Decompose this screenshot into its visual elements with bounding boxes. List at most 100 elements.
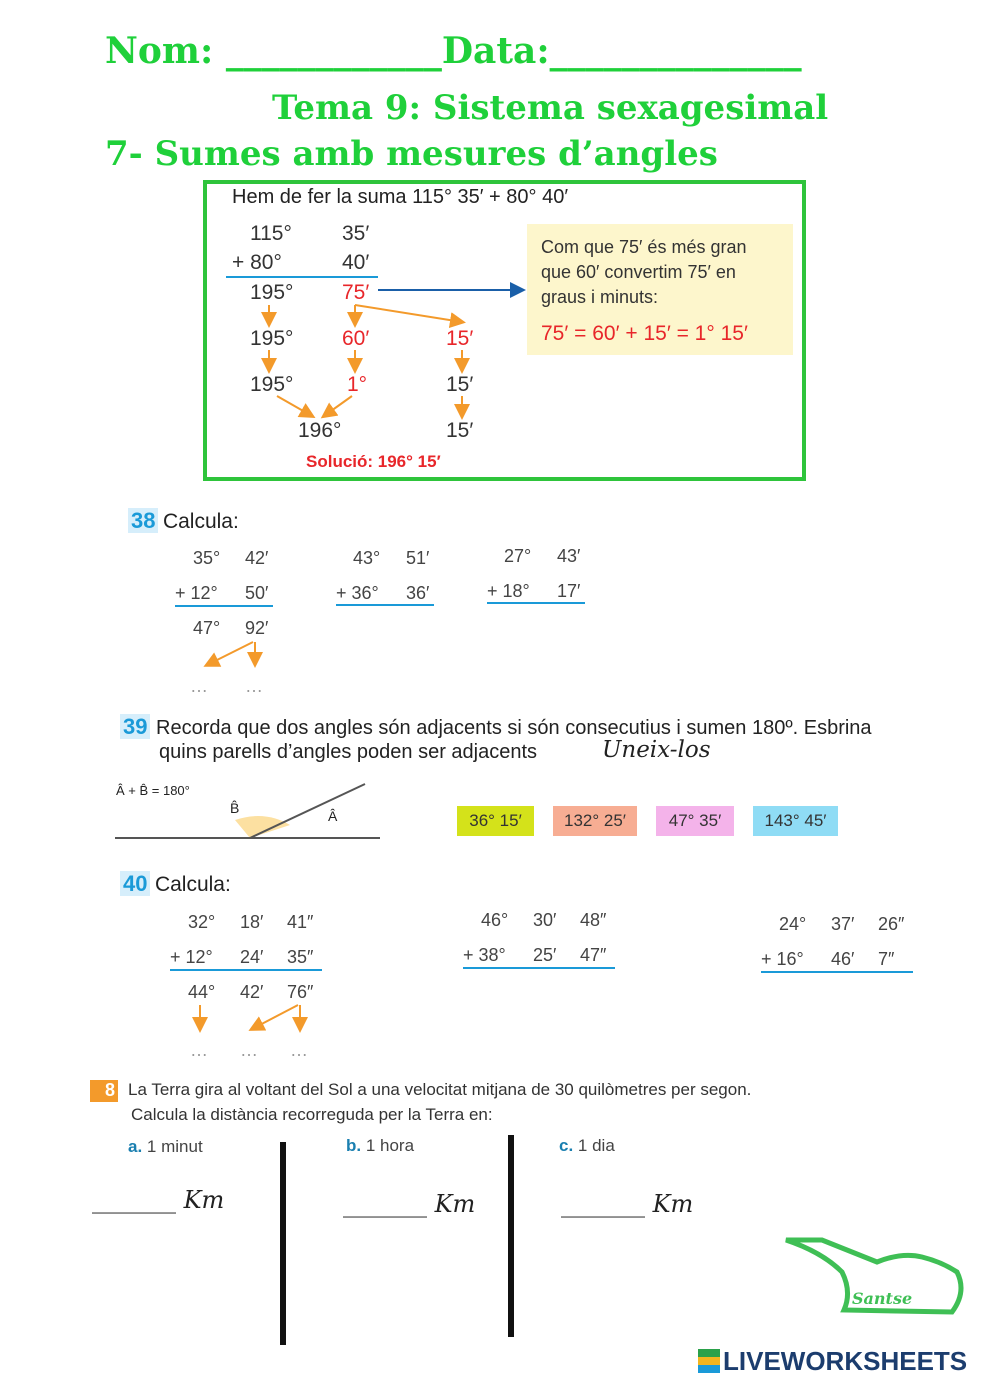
part-label: a. 1 minut — [128, 1137, 203, 1156]
answer-field[interactable]: _______ Km — [343, 1190, 476, 1218]
sum-line — [226, 276, 378, 278]
val: + 18° — [487, 581, 530, 601]
val: 25′ — [533, 945, 557, 965]
angle-chip[interactable]: 36° 15′ — [457, 806, 534, 836]
val: 15′ — [446, 419, 474, 442]
angle-chip[interactable]: 132° 25′ — [553, 806, 637, 836]
part-label: b. 1 hora — [346, 1136, 415, 1155]
blank[interactable]: … — [190, 676, 208, 696]
val: + 12° — [170, 947, 213, 967]
blank[interactable]: … — [240, 1040, 258, 1060]
val: 42′ — [245, 548, 269, 568]
val: 92′ — [245, 618, 269, 638]
note-box — [527, 224, 793, 355]
val: 26″ — [878, 914, 905, 934]
val: 50′ — [245, 583, 269, 603]
val: 60′ — [342, 327, 370, 350]
val: 195° — [250, 373, 294, 396]
angle-chip[interactable]: 143° 45′ — [753, 806, 838, 836]
exercise-number: 8 — [90, 1080, 118, 1102]
val: 43° — [353, 548, 381, 568]
diagram-formula: Â + B̂ = 180° — [116, 783, 190, 798]
instructions: quins parells d’angles poden ser adjacen… — [159, 741, 538, 763]
label-a: Â — [328, 808, 338, 824]
name-date-line: Nom: ____________Data:______________ — [105, 30, 802, 72]
val: 7″ — [878, 949, 895, 969]
val: + 80° — [232, 251, 282, 274]
divider — [280, 1142, 286, 1345]
arrows — [192, 1004, 308, 1033]
exercise-number: 38 — [128, 508, 159, 533]
val: 51′ — [406, 548, 430, 568]
sum-line — [463, 967, 615, 969]
val: 44° — [188, 982, 216, 1002]
exercise-number: 39 — [120, 714, 151, 739]
val: 41″ — [287, 912, 314, 932]
val: 18′ — [240, 912, 264, 932]
conversion-formula: 75′ = 60′ + 15′ = 1° 15′ — [541, 322, 748, 345]
santse-logo: Santse — [785, 1237, 964, 1315]
val: 15′ — [446, 373, 474, 396]
exercise-number: 40 — [120, 871, 151, 896]
section-title: 7- Sumes amb mesures d’angles — [105, 134, 718, 174]
val: 43′ — [557, 546, 581, 566]
label-b: B̂ — [230, 800, 240, 816]
note-text: Com que 75′ és més gran que 60′ convertim… — [541, 237, 747, 307]
blank[interactable]: … — [190, 1040, 208, 1060]
blank[interactable]: … — [290, 1040, 308, 1060]
val: 76″ — [287, 982, 314, 1002]
topic-title: Tema 9: Sistema sexagesimal — [272, 88, 829, 128]
val: 27° — [504, 546, 532, 566]
val: 46′ — [831, 949, 855, 969]
val: + 36° — [336, 583, 379, 603]
blank[interactable]: … — [245, 676, 263, 696]
val: 37′ — [831, 914, 855, 934]
val: 46° — [481, 910, 509, 930]
answer-field[interactable]: _______ Km — [561, 1190, 694, 1218]
val: 195° — [250, 327, 294, 350]
val: 35° — [193, 548, 221, 568]
exercise-title: Calcula: — [162, 510, 239, 533]
arrows — [261, 282, 526, 420]
answer-field[interactable]: _______ Km — [92, 1186, 225, 1214]
svg-text:Santse: Santse — [852, 1289, 912, 1308]
val: 48″ — [580, 910, 607, 930]
val: 196° — [298, 419, 342, 442]
angle-chip[interactable]: 47° 35′ — [656, 806, 734, 836]
part-label: c. 1 dia — [559, 1136, 615, 1155]
val: 30′ — [533, 910, 557, 930]
example-intro: Hem de fer la suma 115° 35′ + 80° 40′ — [232, 186, 569, 208]
val: 35′ — [342, 222, 370, 245]
instructions: Recorda que dos angles són adjacents si … — [156, 717, 872, 739]
liveworksheets-logo: LIVEWORKSHEETS — [698, 1346, 967, 1377]
val: 36′ — [406, 583, 430, 603]
sum-line — [170, 969, 322, 971]
arrows — [203, 641, 263, 668]
divider — [508, 1135, 514, 1337]
example-box — [203, 180, 806, 481]
exercise-title: Calcula: — [154, 873, 231, 896]
solution: Solució: 196° 15′ — [306, 452, 441, 471]
angle-diagram — [115, 783, 380, 839]
val: 42′ — [240, 982, 264, 1002]
val: 1° — [347, 373, 368, 396]
val: 15′ — [446, 327, 474, 350]
val: + 16° — [761, 949, 804, 969]
val: 24′ — [240, 947, 264, 967]
val: 35″ — [287, 947, 314, 967]
val: 195° — [250, 281, 294, 304]
val: + 38° — [463, 945, 506, 965]
val: 32° — [188, 912, 216, 932]
val: 24° — [779, 914, 807, 934]
val: 115° — [250, 222, 292, 245]
val: 47″ — [580, 945, 607, 965]
instructions: Calcula la distància recorreguda per la … — [131, 1105, 493, 1124]
val: + 12° — [175, 583, 218, 603]
val: 75′ — [342, 281, 370, 304]
val: 40′ — [342, 251, 370, 274]
instructions: La Terra gira al voltant del Sol a una v… — [128, 1080, 752, 1099]
handwritten-note: Uneix-los — [602, 737, 711, 763]
val: 47° — [193, 618, 221, 638]
sum-line — [761, 971, 913, 973]
val: 17′ — [557, 581, 581, 601]
